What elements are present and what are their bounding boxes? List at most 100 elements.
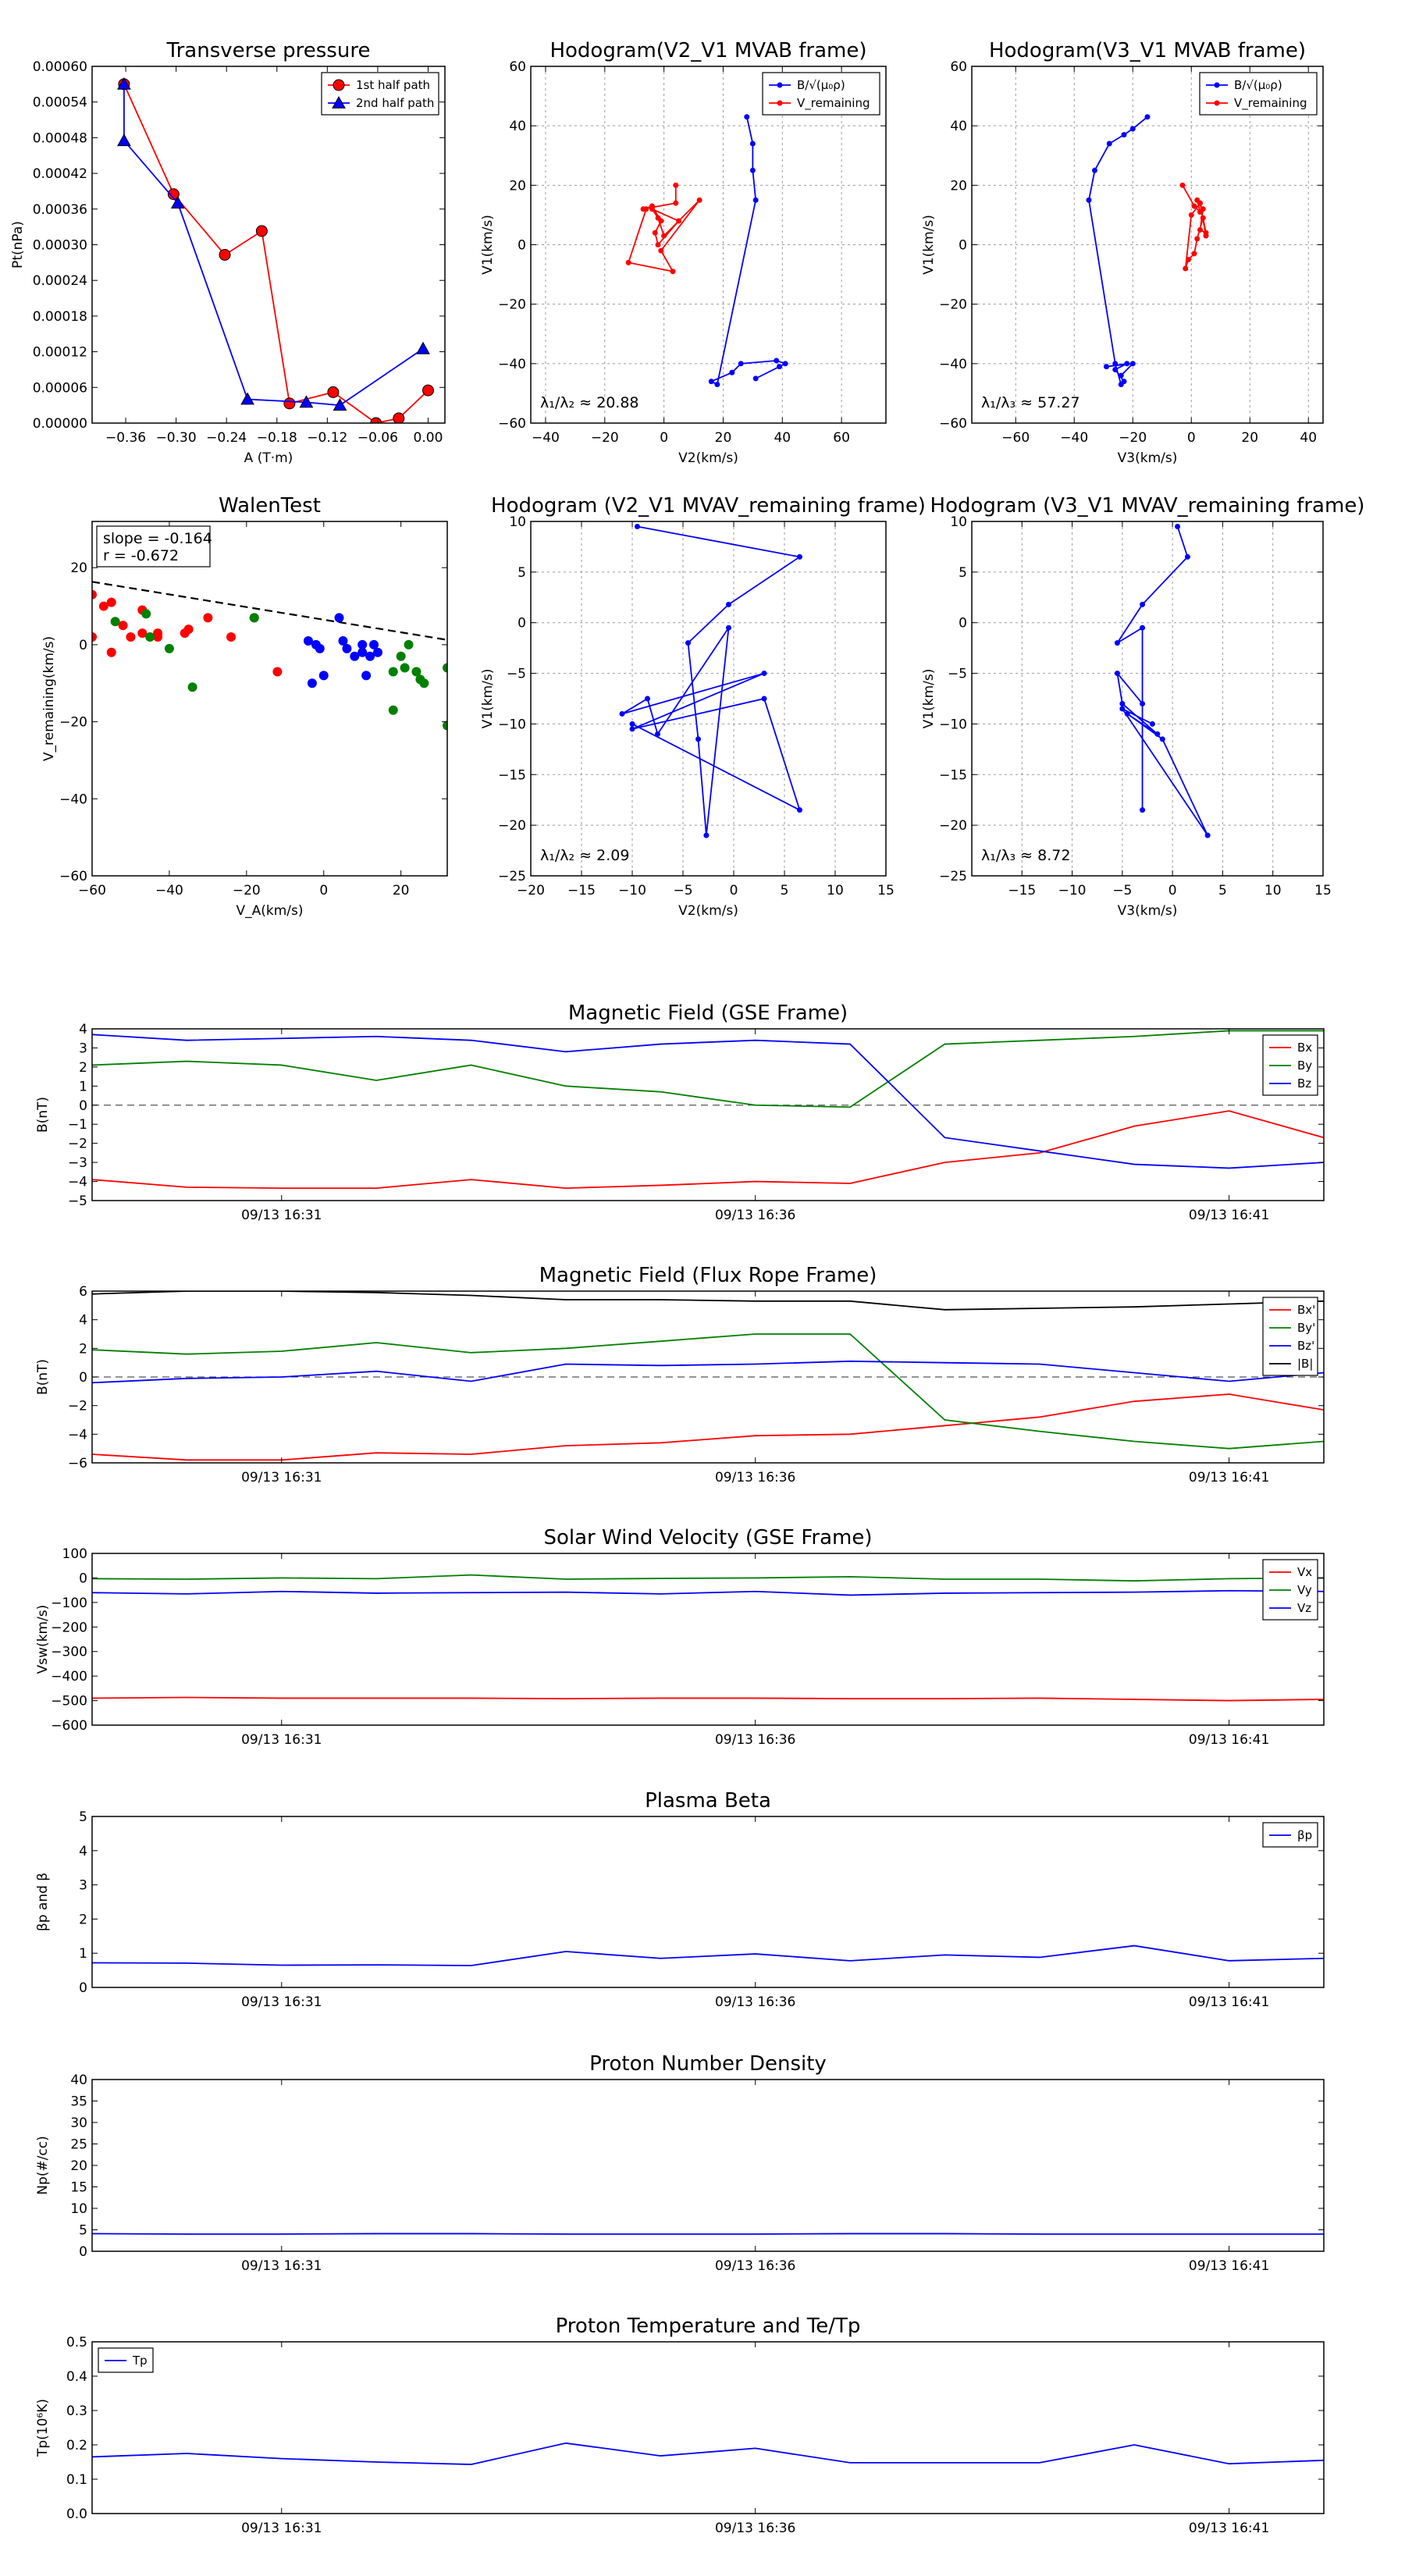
ts5-ytick-label-5: 25	[70, 2137, 87, 2153]
pt-series-1-line	[123, 84, 424, 407]
ts4-legend-label-0: βp	[1297, 1828, 1312, 1842]
h1-series-0-marker-4	[714, 381, 720, 387]
walen-xtick-label-4: 20	[393, 883, 410, 898]
h3-ylabel: V1(km/s)	[480, 669, 496, 729]
ts1-ytick-label-1: −4	[68, 1175, 87, 1190]
walen-series-2-point-3	[315, 643, 325, 653]
pt-series-1-marker-5	[333, 398, 347, 411]
ts5-panel: 09/13 16:31 09/13 16:36 09/13 16:41 0 5 10 15 2…	[35, 2052, 1325, 2274]
h1-series-1-marker-8	[649, 206, 655, 212]
pt-series-0-marker-3	[255, 225, 268, 237]
h4-xtick-label-4: 5	[1218, 883, 1227, 898]
h3-axes-frame	[530, 521, 887, 877]
walen-axes-frame	[91, 521, 448, 877]
h1-series-0-marker-9	[782, 361, 788, 367]
walen-series-0-point-7	[137, 628, 148, 639]
walen-stat-0: slope = -0.164	[103, 530, 212, 547]
ts5-xtick-label-0: 09/13 16:31	[241, 2258, 322, 2274]
walen-series-1-point-5	[249, 613, 259, 623]
ts4-xtick-label-0: 09/13 16:31	[241, 1994, 322, 2010]
ts1-title: Magnetic Field (GSE Frame)	[568, 1002, 848, 1025]
h4-series-0-marker-7	[1114, 671, 1120, 677]
walen-series-0-point-12	[183, 624, 194, 635]
h1-series-1-marker-6	[655, 242, 661, 247]
pt-series-0-marker-2	[219, 248, 231, 261]
pt-ytick-label-2: 0.00012	[33, 345, 87, 361]
ts6-xtick-label-2: 09/13 16:41	[1189, 2521, 1269, 2536]
h4-series-0-marker-12	[1204, 832, 1211, 838]
walen-series-0-point-16	[272, 667, 283, 677]
h2-xtick-label-0: −60	[1001, 430, 1030, 446]
h2-series-1-marker-14	[1203, 233, 1209, 239]
ts2-series-3-line	[92, 1291, 1324, 1311]
ts2-xtick-label-2: 09/13 16:41	[1189, 1470, 1269, 1485]
walen-series-1-point-8	[396, 651, 406, 661]
h1-series-0-marker-8	[774, 358, 780, 364]
pt-ytick-label-5: 0.00030	[33, 238, 87, 254]
ts1-ytick-label-3: −2	[68, 1137, 87, 1152]
h4-ytick-label-6: 5	[959, 565, 967, 581]
h2-series-0-marker-5	[1086, 197, 1092, 203]
walen-series-0-point-0	[92, 589, 97, 600]
ts6-ytick-label-4: 0.4	[66, 2369, 87, 2385]
h1-series-0-marker-3	[752, 197, 759, 203]
h4-ytick-label-1: −20	[939, 818, 967, 834]
ts1-xtick-label-2: 09/13 16:41	[1189, 1208, 1269, 1223]
ts4-ytick-label-5: 5	[79, 1809, 87, 1825]
walen-ytick-label-1: −40	[59, 792, 87, 807]
h3-series-0-marker-10	[761, 671, 767, 677]
h1-data	[625, 114, 788, 387]
h3-eigen-ratio: λ₁/λ₂ ≈ 2.09	[540, 847, 629, 864]
ts1-ylabel: B(nT)	[35, 1097, 51, 1133]
ts1-data	[92, 1030, 1324, 1190]
ts3-ytick-label-4: −200	[51, 1620, 87, 1635]
pt-legend-label-1: 2nd half path	[356, 96, 434, 110]
ts4-ytick-label-2: 2	[79, 1912, 87, 1927]
h1-xtick-label-1: −20	[591, 430, 619, 446]
h3-series-0-marker-6	[726, 624, 731, 631]
walen-series-2-point-10	[357, 647, 368, 657]
pt-series-1-marker-6	[416, 341, 430, 354]
pt-ytick-label-10: 0.00060	[33, 59, 87, 75]
h4-xtick-label-5: 10	[1264, 883, 1282, 898]
h1-ytick-label-0: −60	[498, 416, 526, 432]
ts1-ytick-label-9: 4	[79, 1022, 87, 1037]
walen-series-0-point-5	[118, 621, 128, 631]
walen-stat-1: r = -0.672	[103, 547, 179, 564]
h1-legend-label-1: V_remaining	[797, 96, 870, 111]
h1-series-0-marker-2	[749, 167, 756, 173]
ts5-ytick-label-0: 0	[79, 2244, 87, 2260]
h1-series-1-marker-15	[643, 206, 649, 212]
walen-series-1-point-9	[400, 663, 410, 673]
ts3-ytick-label-7: 100	[62, 1546, 87, 1562]
ts4-series-0-line	[92, 1944, 1324, 1966]
h4-series-0-marker-6	[1140, 700, 1146, 706]
h3-ytick-label-1: −20	[498, 818, 526, 834]
h3-series-0-marker-12	[761, 696, 767, 702]
h3-series-0-marker-3	[685, 640, 691, 646]
h1-ytick-label-4: 20	[509, 178, 526, 194]
ts6-ytick-label-1: 0.1	[66, 2472, 87, 2488]
pt-series-0-marker-4	[283, 397, 296, 410]
h4-ytick-label-7: 10	[950, 514, 967, 530]
walen-series-1-point-0	[110, 617, 120, 627]
h2-title: Hodogram(V3_V1 MVAB frame)	[989, 39, 1306, 62]
h2-eigen-ratio: λ₁/λ₃ ≈ 57.27	[981, 394, 1080, 411]
h4-xtick-label-3: 0	[1168, 883, 1177, 898]
walen-ylabel: V_remaining(km/s)	[41, 636, 57, 761]
pt-xtick-label-1: −0.30	[156, 430, 197, 446]
h2-series-1-marker-11	[1183, 265, 1189, 272]
h2-series-0-marker-12	[1129, 361, 1136, 367]
ts6-series-0-line	[92, 2442, 1324, 2465]
ts5-ytick-label-7: 35	[70, 2094, 87, 2110]
h1-legend	[762, 72, 880, 116]
h4-panel: −15 −10 −5 0 5 10 15−25−20−15−10−50510Hodogram…	[921, 494, 1364, 919]
ts5-ytick-label-4: 20	[70, 2158, 87, 2174]
h4-series-0-marker-9	[1154, 731, 1161, 737]
ts1-panel: 09/13 16:31 09/13 16:36 09/13 16:41 −5 −4 −3 −…	[35, 1002, 1325, 1223]
h3-ytick-label-4: −5	[507, 667, 526, 682]
h2-series-1-marker-10	[1186, 257, 1191, 263]
h4-series-0-marker-0	[1175, 523, 1181, 529]
ts4-ytick-label-0: 0	[79, 1980, 87, 1996]
h1-ytick-label-3: 0	[518, 238, 526, 254]
